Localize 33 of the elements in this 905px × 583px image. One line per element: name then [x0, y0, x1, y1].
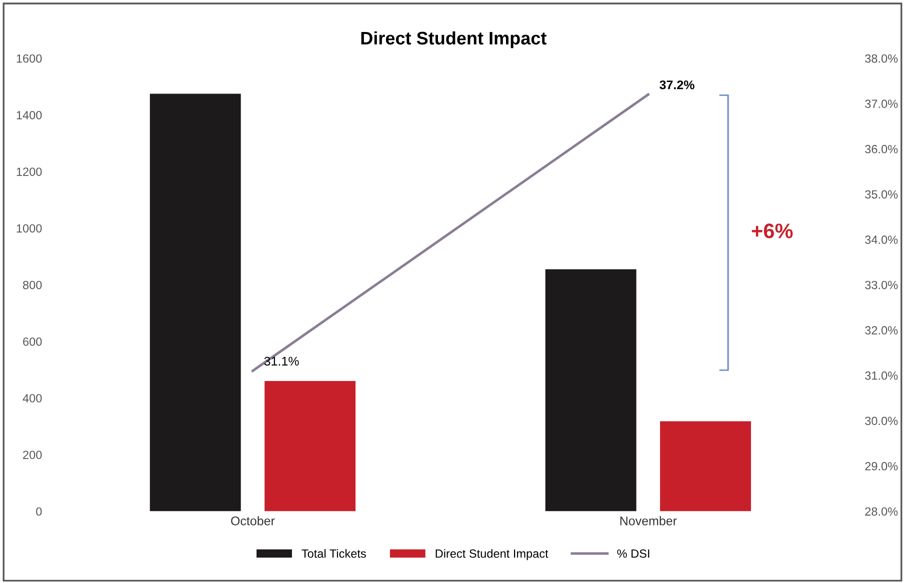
y2-tick-label: 38.0% [865, 54, 898, 63]
y-tick-label: 400 [22, 394, 42, 402]
data-label: 31.1% [264, 356, 299, 366]
y2-tick-label: 31.0% [865, 371, 898, 380]
y2-tick-label: 28.0% [865, 507, 898, 516]
y-tick-label: 1200 [16, 168, 42, 176]
legend-label: Total Tickets [302, 549, 366, 558]
y-tick-label: 1000 [16, 224, 42, 233]
y2-tick-label: 30.0% [865, 416, 898, 426]
y-tick-label: 800 [23, 280, 42, 290]
y2-tick-label: 35.0% [865, 190, 898, 199]
y2-tick-label: 29.0% [865, 462, 898, 470]
bar [660, 421, 751, 512]
y-tick-label: 1400 [16, 110, 42, 120]
y2-tick-label: 37.0% [865, 100, 898, 108]
y-tick-label: 200 [23, 450, 42, 460]
legend-label: Direct Student Impact [436, 549, 548, 560]
bar [150, 94, 241, 512]
legend-label: % DSI [617, 549, 650, 558]
x-tick-label: October [231, 516, 275, 526]
y-tick-label: 600 [23, 337, 42, 346]
data-label: 37.2% [660, 80, 694, 90]
y2-tick-label: 32.0% [865, 326, 898, 334]
y2-tick-label: 33.0% [865, 280, 898, 290]
x-tick-label: November [620, 516, 677, 526]
y2-tick-label: 34.0% [865, 236, 898, 244]
chart-title: Direct Student Impact [361, 31, 546, 48]
y-tick-label: 0 [36, 507, 42, 516]
y2-tick-label: 36.0% [865, 144, 898, 154]
y-tick-label: 1600 [16, 54, 42, 63]
annotation: +6% [752, 224, 793, 238]
bar [264, 381, 356, 512]
bar [545, 269, 636, 512]
